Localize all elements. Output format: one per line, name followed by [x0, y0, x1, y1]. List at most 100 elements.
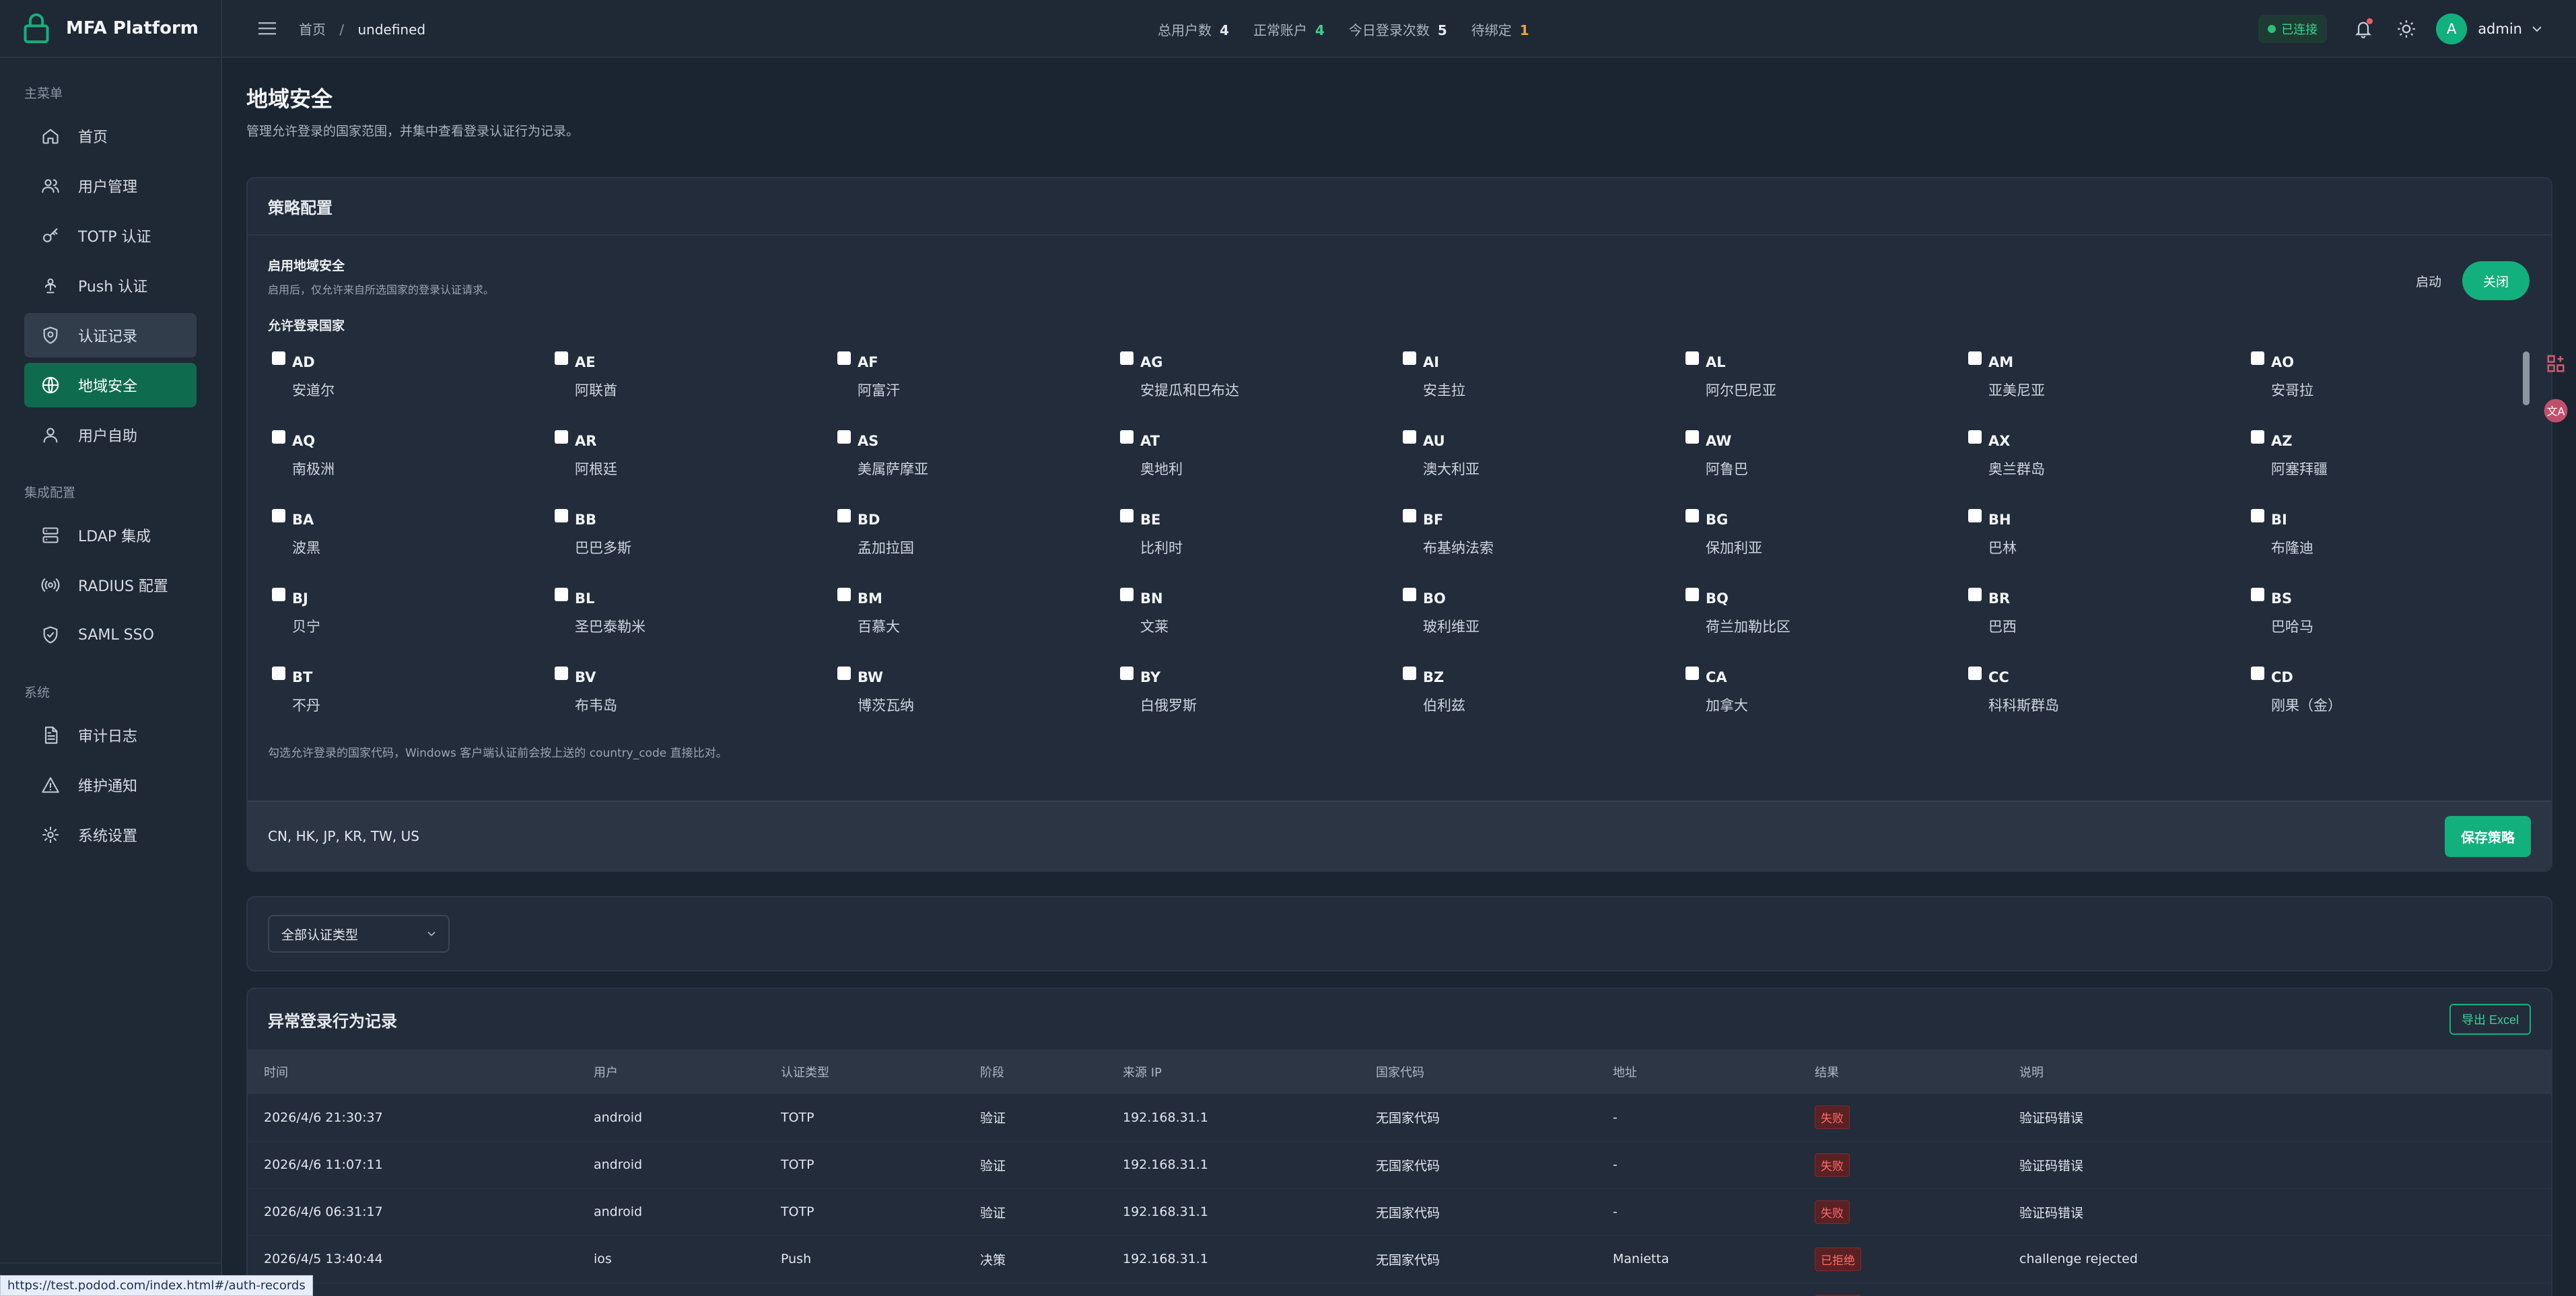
- country-option[interactable]: BJ 贝宁: [272, 588, 555, 667]
- country-checkbox[interactable]: [1968, 509, 1982, 522]
- country-option[interactable]: BO 玻利维亚: [1403, 588, 1685, 667]
- country-checkbox[interactable]: [1403, 509, 1416, 522]
- table-row[interactable]: 2026/4/6 06:31:17 android TOTP 验证 192.168.31…: [248, 1188, 2551, 1236]
- country-option[interactable]: AI 安圭拉: [1403, 351, 1685, 430]
- switch-off-option[interactable]: 关闭: [2462, 261, 2530, 300]
- country-option[interactable]: AS 美属萨摩亚: [837, 430, 1120, 509]
- country-option[interactable]: BS 巴哈马: [2251, 588, 2531, 667]
- country-option[interactable]: BD 孟加拉国: [837, 509, 1120, 588]
- country-checkbox[interactable]: [1403, 351, 1416, 365]
- user-name[interactable]: admin: [2478, 21, 2522, 37]
- country-option[interactable]: BQ 荷兰加勒比区: [1685, 588, 1968, 667]
- country-option[interactable]: BY 白俄罗斯: [1120, 667, 1403, 735]
- table-row[interactable]: 2026/4/5 12:44:26iosPush决策192.168.31.1无国…: [248, 1283, 2551, 1296]
- translate-float-button[interactable]: 文A: [2542, 397, 2569, 424]
- country-checkbox[interactable]: [1403, 667, 1416, 680]
- country-checkbox[interactable]: [837, 667, 851, 680]
- country-option[interactable]: BT 不丹: [272, 667, 555, 735]
- country-option[interactable]: AL 阿尔巴尼亚: [1685, 351, 1968, 430]
- country-checkbox[interactable]: [1968, 430, 1982, 444]
- sidebar-item-users[interactable]: 用户管理: [24, 164, 197, 208]
- country-option[interactable]: AQ 南极洲: [272, 430, 555, 509]
- country-checkbox[interactable]: [272, 588, 285, 601]
- country-checkbox[interactable]: [555, 509, 568, 522]
- country-option[interactable]: AW 阿鲁巴: [1685, 430, 1968, 509]
- auth-type-select[interactable]: 全部认证类型: [268, 915, 450, 953]
- country-checkbox[interactable]: [272, 351, 285, 365]
- country-checkbox[interactable]: [272, 430, 285, 444]
- country-checkbox[interactable]: [1120, 509, 1134, 522]
- country-option[interactable]: AR 阿根廷: [555, 430, 837, 509]
- notifications-button[interactable]: [2350, 15, 2377, 42]
- table-row[interactable]: 2026/4/6 21:30:37 android TOTP 验证 192.168.31…: [248, 1094, 2551, 1142]
- country-checkbox[interactable]: [837, 351, 851, 365]
- country-option[interactable]: BM 百慕大: [837, 588, 1120, 667]
- sidebar-item-gear[interactable]: 系统设置: [24, 813, 197, 857]
- sidebar-item-home[interactable]: 首页: [24, 114, 197, 158]
- sidebar-item-key[interactable]: TOTP 认证: [24, 213, 197, 258]
- country-option[interactable]: AO 安哥拉: [2251, 351, 2531, 430]
- apps-float-button[interactable]: [2542, 350, 2569, 377]
- country-scrollbar[interactable]: [2521, 351, 2531, 735]
- country-option[interactable]: CD 刚果（金）: [2251, 667, 2531, 735]
- country-option[interactable]: AX 奥兰群岛: [1968, 430, 2251, 509]
- country-checkbox[interactable]: [2251, 509, 2264, 522]
- sidebar-item-file[interactable]: 审计日志: [24, 713, 197, 757]
- country-option[interactable]: BN 文莱: [1120, 588, 1403, 667]
- sidebar-item-shield-check[interactable]: SAML SSO: [24, 613, 197, 657]
- country-checkbox[interactable]: [555, 430, 568, 444]
- table-row[interactable]: 2026/4/5 13:40:44 ios Push 决策 192.168.31.1 无国…: [248, 1235, 2551, 1283]
- country-checkbox[interactable]: [1685, 667, 1699, 680]
- country-checkbox[interactable]: [1403, 430, 1416, 444]
- country-option[interactable]: AT 奥地利: [1120, 430, 1403, 509]
- menu-toggle-button[interactable]: [256, 17, 279, 40]
- country-checkbox[interactable]: [1685, 351, 1699, 365]
- country-checkbox[interactable]: [555, 667, 568, 680]
- country-checkbox[interactable]: [1968, 667, 1982, 680]
- country-checkbox[interactable]: [1120, 351, 1134, 365]
- sidebar-item-radio[interactable]: RADIUS 配置: [24, 563, 197, 607]
- sidebar-item-user[interactable]: 用户自助: [24, 413, 197, 457]
- theme-toggle-button[interactable]: [2393, 15, 2420, 42]
- scrollbar-thumb[interactable]: [2523, 351, 2530, 405]
- country-checkbox[interactable]: [1120, 667, 1134, 680]
- chevron-down-icon[interactable]: [2532, 25, 2542, 33]
- country-option[interactable]: BF 布基纳法索: [1403, 509, 1685, 588]
- country-option[interactable]: BB 巴巴多斯: [555, 509, 837, 588]
- sidebar-item-globe[interactable]: 地域安全: [24, 363, 197, 407]
- country-option[interactable]: AZ 阿塞拜疆: [2251, 430, 2531, 509]
- sidebar-item-server[interactable]: LDAP 集成: [24, 513, 197, 557]
- avatar[interactable]: A: [2436, 13, 2468, 44]
- country-option[interactable]: BG 保加利亚: [1685, 509, 1968, 588]
- country-option[interactable]: CA 加拿大: [1685, 667, 1968, 735]
- country-option[interactable]: BW 博茨瓦纳: [837, 667, 1120, 735]
- country-checkbox[interactable]: [1968, 588, 1982, 601]
- country-checkbox[interactable]: [1120, 588, 1134, 601]
- country-option[interactable]: AF 阿富汗: [837, 351, 1120, 430]
- country-option[interactable]: BE 比利时: [1120, 509, 1403, 588]
- country-checkbox[interactable]: [272, 509, 285, 522]
- sidebar-item-shield[interactable]: 认证记录: [24, 313, 197, 357]
- switch-on-option[interactable]: 启动: [2415, 274, 2441, 289]
- country-checkbox[interactable]: [1120, 430, 1134, 444]
- sidebar-item-warning[interactable]: 维护通知: [24, 763, 197, 807]
- country-checkbox[interactable]: [2251, 588, 2264, 601]
- country-option[interactable]: BL 圣巴泰勒米: [555, 588, 837, 667]
- country-checkbox[interactable]: [555, 588, 568, 601]
- table-row[interactable]: 2026/4/6 11:07:11 android TOTP 验证 192.168.31…: [248, 1141, 2551, 1189]
- export-excel-button[interactable]: 导出 Excel: [2449, 1004, 2531, 1035]
- country-checkbox[interactable]: [555, 351, 568, 365]
- breadcrumb-home[interactable]: 首页: [299, 21, 326, 38]
- sidebar-item-push[interactable]: Push 认证: [24, 263, 197, 308]
- country-checkbox[interactable]: [2251, 430, 2264, 444]
- country-option[interactable]: BR 巴西: [1968, 588, 2251, 667]
- country-checkbox[interactable]: [1685, 509, 1699, 522]
- country-option[interactable]: CC 科科斯群岛: [1968, 667, 2251, 735]
- country-checkbox[interactable]: [837, 509, 851, 522]
- country-checkbox[interactable]: [1968, 351, 1982, 365]
- country-option[interactable]: BA 波黑: [272, 509, 555, 588]
- country-option[interactable]: AD 安道尔: [272, 351, 555, 430]
- country-checkbox[interactable]: [2251, 351, 2264, 365]
- country-option[interactable]: BH 巴林: [1968, 509, 2251, 588]
- country-option[interactable]: BZ 伯利兹: [1403, 667, 1685, 735]
